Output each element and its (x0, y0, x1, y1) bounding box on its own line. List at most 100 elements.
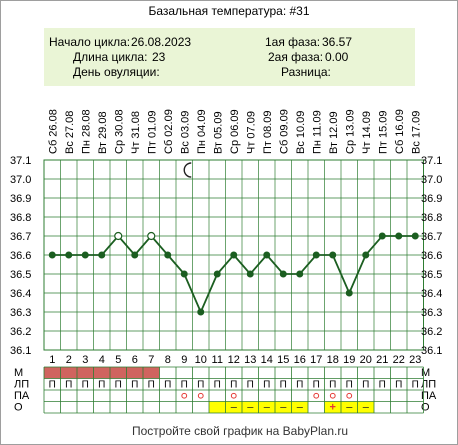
lp-mark: П (263, 380, 270, 391)
date-label: Вс 17.09 (410, 111, 422, 154)
highlight-cell (341, 401, 358, 413)
o-mark: – (346, 402, 353, 414)
day-number: 13 (244, 354, 256, 366)
date-label: Ср 13.09 (344, 109, 356, 154)
y-tick-label-left: 36.9 (10, 193, 31, 205)
y-tick-label-right: 36.5 (421, 269, 442, 281)
date-label: Вс 10.09 (295, 111, 307, 154)
temperature-point (329, 251, 337, 259)
pa-mark (329, 392, 336, 399)
y-tick-label-right: 36.9 (421, 193, 442, 205)
footer-link[interactable]: Постройте свой график на BabyPlan.ru (132, 424, 348, 438)
day-number: 16 (294, 354, 306, 366)
cycle-start-value: 26.08.2023 (131, 35, 191, 49)
date-label: Вт 05.09 (212, 111, 224, 154)
highlight-cell (242, 401, 259, 413)
y-tick-label-right: 36.7 (421, 231, 442, 243)
lp-mark: П (115, 380, 122, 391)
lp-mark: П (280, 380, 287, 391)
row-label-left: О (14, 402, 23, 414)
o-mark: – (297, 402, 304, 414)
y-axis-right-ticks: 37.1 37.0 36.9 36.8 36.7 36.6 36.5 36.4 36.3 36.2… (421, 155, 442, 357)
moon-icon-group (183, 162, 192, 178)
lp-mark: П (247, 380, 254, 391)
date-label: Вс 27.08 (64, 111, 76, 154)
y-tick-label-left: 36.4 (10, 288, 31, 300)
row-label-right: ЛП (421, 379, 436, 391)
date-label: Чт 07.09 (245, 111, 257, 154)
phase2-value: 0.00 (325, 50, 349, 64)
y-tick-label-right: 36.8 (421, 212, 442, 224)
temperature-point (246, 270, 254, 278)
lp-mark: П (148, 380, 155, 391)
highlight-cell (209, 401, 226, 413)
day-number: 15 (277, 354, 289, 366)
pa-mark (313, 392, 320, 399)
y-tick-label-left: 36.6 (10, 250, 31, 262)
highlight-cell (225, 401, 242, 413)
day-number: 14 (261, 354, 273, 366)
day-number: 3 (82, 354, 88, 366)
temperature-point (81, 251, 89, 259)
plot-border (43, 159, 424, 351)
date-label: Пт 01.09 (146, 110, 158, 154)
highlight-cell (291, 401, 308, 413)
y-tick-label-left: 36.3 (10, 307, 31, 319)
menses-cell (77, 367, 94, 379)
temperature-point (395, 232, 403, 240)
lp-mark: П (65, 380, 72, 391)
day-number: 20 (360, 354, 372, 366)
date-label: Чт 31.08 (130, 111, 142, 154)
temperature-point-open (114, 231, 123, 241)
temperature-points (48, 231, 419, 316)
day-number: 12 (228, 354, 240, 366)
day-number: 17 (310, 354, 322, 366)
date-label: Ср 30.08 (113, 109, 125, 154)
date-label: Сб 09.09 (278, 109, 290, 154)
highlight-cell (357, 401, 374, 413)
day-number: 18 (327, 354, 339, 366)
menses-cell (110, 367, 127, 379)
date-labels: Сб 26.08 Вс 27.08 Пн 28.08 Вт 29.08 Ср 30.08… (47, 109, 422, 154)
difference-label: Разница: (281, 65, 331, 79)
lp-mark: П (230, 380, 237, 391)
date-label: Пт 08.09 (262, 110, 274, 154)
date-label: Пн 11.09 (311, 110, 323, 154)
lp-mark: П (214, 380, 221, 391)
pa-mark (230, 392, 237, 399)
phase1-value: 36.57 (322, 35, 352, 49)
lp-mark: П (296, 380, 303, 391)
lp-mark: П (164, 380, 171, 391)
day-number: 9 (181, 354, 187, 366)
y-tick-label-left: 36.5 (10, 269, 31, 281)
lp-mark: П (181, 380, 188, 391)
ovulation-day-label: День овуляции: (73, 65, 160, 79)
temperature-point (65, 251, 73, 259)
y-tick-label-left: 36.8 (10, 212, 31, 224)
temperature-point (180, 270, 188, 278)
day-number: 23 (409, 354, 421, 366)
date-label: Сб 02.09 (163, 109, 175, 154)
y-tick-label-right: 36.4 (421, 288, 442, 300)
date-label: Сб 16.09 (394, 109, 406, 154)
menses-cell (60, 367, 77, 379)
o-mark: – (231, 402, 238, 414)
row-label-left: ЛП (14, 379, 29, 391)
y-axis-left-ticks: 37.1 37.0 36.9 36.8 36.7 36.6 36.5 36.4 36.3 36.2… (10, 155, 31, 357)
row-label-right: О (421, 402, 430, 414)
lp-mark: П (379, 380, 386, 391)
moon-icon (183, 162, 192, 178)
date-label: Чт 14.09 (361, 111, 373, 154)
temperature-point (345, 289, 353, 297)
day-number: 22 (393, 354, 405, 366)
day-number: 21 (376, 354, 388, 366)
y-tick-label-right: 36.1 (421, 345, 442, 357)
cycle-length-label: Длина цикла: (73, 50, 147, 64)
cycle-start-label: Начало цикла: (49, 35, 130, 49)
y-tick-label-right: 37.1 (421, 155, 442, 167)
temperature-point (131, 251, 139, 259)
row-label-right: ПА (421, 390, 437, 402)
lp-mark: П (329, 380, 336, 391)
